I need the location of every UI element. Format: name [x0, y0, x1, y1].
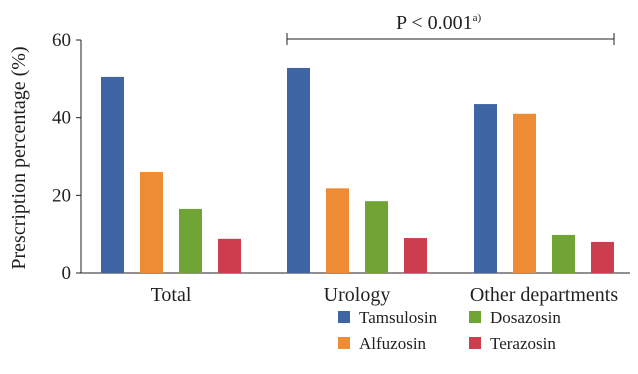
- y-tick-label-60: 60: [52, 30, 71, 51]
- y-tick-label-0: 0: [62, 263, 72, 284]
- bar-dosazosin-other-departments: [552, 235, 575, 273]
- bar-terazosin-other-departments: [591, 242, 614, 273]
- bars-group: Total Urology Other departments: [101, 68, 618, 306]
- legend-label-dosazosin: Dosazosin: [490, 308, 561, 327]
- legend-label-terazosin: Terazosin: [490, 334, 556, 353]
- bar-tamsulosin-other-departments: [474, 104, 497, 273]
- legend-label-tamsulosin: Tamsulosin: [359, 308, 438, 327]
- legend-label-alfuzosin: Alfuzosin: [359, 334, 427, 353]
- annotation-text: P < 0.001a): [396, 12, 482, 34]
- bar-tamsulosin-urology: [287, 68, 310, 273]
- bar-terazosin-urology: [404, 238, 427, 273]
- significance-annotation: P < 0.001a): [287, 12, 614, 45]
- annotation-superscript: a): [473, 12, 482, 24]
- bar-dosazosin-total: [179, 209, 202, 273]
- legend-swatch-terazosin: [469, 337, 481, 349]
- bar-terazosin-total: [218, 239, 241, 273]
- legend: Tamsulosin Alfuzosin Dosazosin Terazosin: [338, 308, 561, 353]
- legend-swatch-alfuzosin: [338, 337, 350, 349]
- x-category-label-other-departments: Other departments: [470, 284, 618, 306]
- bar-alfuzosin-urology: [326, 188, 349, 273]
- legend-swatch-dosazosin: [469, 311, 481, 323]
- bar-alfuzosin-other-departments: [513, 114, 536, 273]
- bar-tamsulosin-total: [101, 77, 124, 273]
- y-tick-label-20: 20: [52, 185, 71, 206]
- y-tick-label-40: 40: [52, 108, 71, 129]
- annotation-main-text: P < 0.001: [396, 12, 473, 34]
- x-category-label-total: Total: [151, 284, 192, 306]
- bar-dosazosin-urology: [365, 201, 388, 273]
- x-category-label-urology: Urology: [324, 284, 391, 306]
- y-axis-title: Prescription percentage (%): [8, 46, 30, 269]
- bar-alfuzosin-total: [140, 172, 163, 273]
- legend-swatch-tamsulosin: [338, 311, 350, 323]
